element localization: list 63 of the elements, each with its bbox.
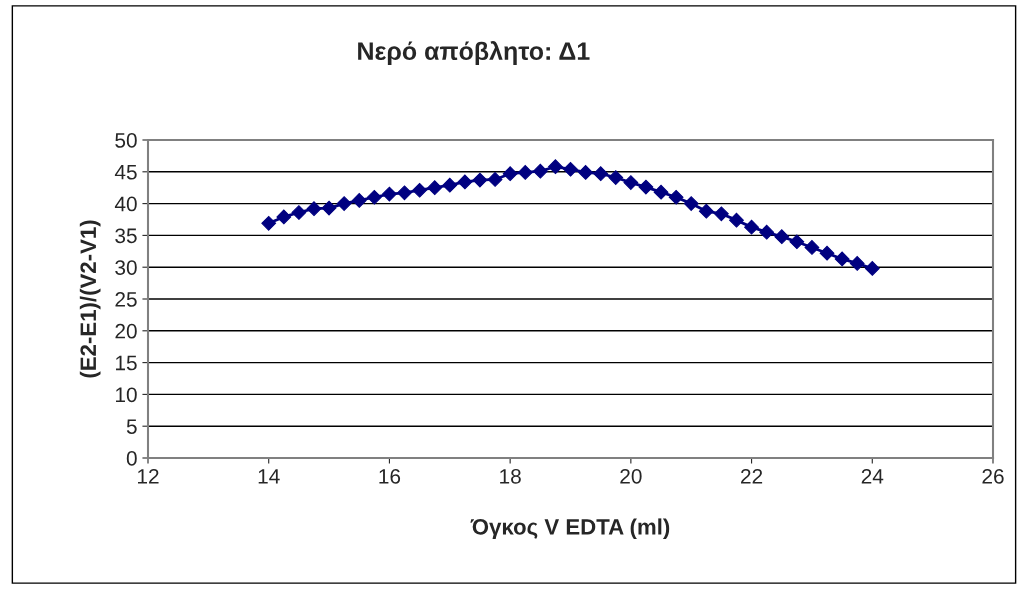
point [261,215,277,231]
point [789,234,805,250]
point [608,170,624,185]
point [548,159,563,175]
x-tick-label: 12 [138,468,159,484]
point [306,201,322,217]
point [698,203,714,219]
point [502,166,518,182]
point [276,209,292,225]
point [366,189,382,205]
y-tick-label: 35 [115,228,137,244]
x-tick-label: 16 [379,468,401,484]
point [668,189,684,205]
point [864,261,880,276]
y-tick-label: 50 [115,133,137,148]
point [593,166,609,182]
point [638,179,654,195]
point [532,163,548,179]
point [819,245,835,261]
point [397,185,412,201]
point [683,196,699,211]
point [759,224,775,240]
point [804,240,820,255]
point [744,219,759,235]
x-tick-label: 18 [500,468,521,484]
x-tick-label: 20 [620,468,642,484]
y-axis-title: (E2-E1)/(V2-V1) [79,220,101,378]
point [472,172,488,188]
y-tick-label: 45 [114,165,137,180]
point [849,255,865,271]
y-tick-label: 10 [116,387,137,403]
point [382,186,397,202]
x-tick-label: 24 [861,468,884,484]
x-axis-title: Όγκος V EDTA (ml) [470,518,670,540]
point [714,206,729,222]
chart-title: Νερό απόβλητο: Δ1 [358,41,590,65]
x-tick-label: 14 [258,469,280,484]
y-tick-label: 30 [115,260,137,275]
point [834,251,850,267]
y-tick-label: 15 [116,355,137,371]
point [427,180,443,196]
point [517,165,533,180]
point [457,174,473,190]
point [351,193,367,208]
point [563,161,578,177]
y-tick-label: 5 [126,419,137,434]
point [653,184,669,200]
point [412,182,427,198]
point [291,205,307,220]
y-tick-label: 40 [114,196,137,212]
point [336,196,352,211]
y-tick-label: 25 [115,292,137,307]
x-tick-label: 26 [982,468,1004,484]
point [442,177,458,193]
point [774,229,790,245]
point [321,200,337,216]
point [487,172,503,187]
point [729,212,744,228]
point [623,175,639,191]
y-tick-label: 20 [115,323,137,339]
point [578,165,593,180]
y-tick-label: 0 [126,451,137,466]
x-tick-label: 22 [741,468,763,484]
